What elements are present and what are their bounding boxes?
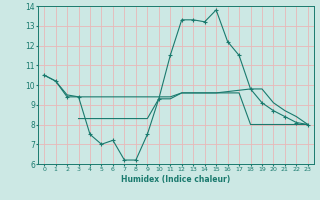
X-axis label: Humidex (Indice chaleur): Humidex (Indice chaleur): [121, 175, 231, 184]
